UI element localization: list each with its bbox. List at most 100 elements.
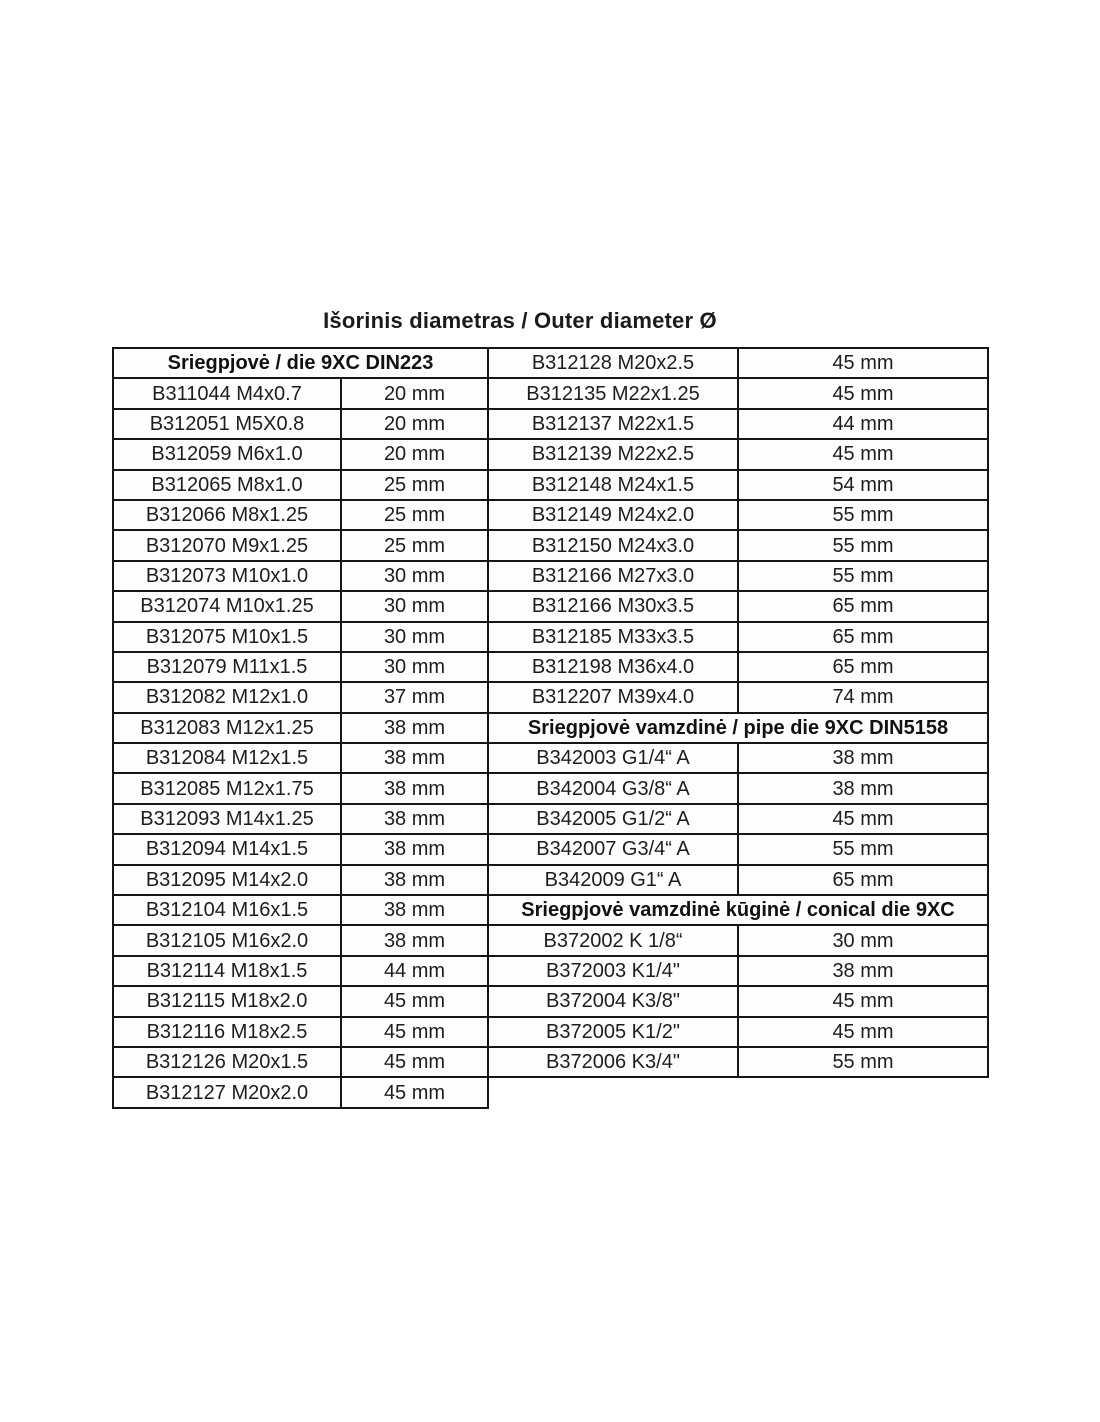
outer-diameter-cell: 38 mm (737, 742, 989, 775)
product-code-cell: B312082 M12x1.0 (112, 681, 342, 714)
table-row: B312115 M18x2.0 45 mm (112, 985, 489, 1018)
outer-diameter-cell: 38 mm (340, 742, 489, 775)
product-code-cell: B312051 M5X0.8 (112, 407, 342, 441)
table-row: B312079 M11x1.5 30 mm (112, 650, 489, 684)
table-row: B312059 M6x1.0 20 mm (112, 438, 489, 471)
table-row: B312166 M27x3.0 55 mm (487, 559, 989, 593)
product-code-cell: B312198 M36x4.0 (487, 650, 739, 684)
outer-diameter-cell: 37 mm (340, 681, 489, 714)
die-table-left-body: Sriegpjovė / die 9XC DIN223 B311044 M4x0.… (112, 346, 489, 1109)
outer-diameter-cell: 45 mm (340, 1015, 489, 1048)
table-row: B342004 G3/8“ A 38 mm (487, 772, 989, 805)
table-row: B312105 M16x2.0 38 mm (112, 924, 489, 957)
outer-diameter-cell: 65 mm (737, 650, 989, 684)
product-code-cell: B312093 M14x1.25 (112, 802, 342, 836)
outer-diameter-cell: 44 mm (340, 954, 489, 988)
table-row: B312073 M10x1.0 30 mm (112, 559, 489, 593)
outer-diameter-cell: 20 mm (340, 438, 489, 471)
outer-diameter-cell: 55 mm (737, 833, 989, 866)
product-code-cell: B312095 M14x2.0 (112, 863, 342, 897)
outer-diameter-cell: 30 mm (340, 620, 489, 653)
product-code-cell: B372006 K3/4" (487, 1045, 739, 1079)
product-code-cell: B312104 M16x1.5 (112, 894, 342, 927)
product-code-cell: B312079 M11x1.5 (112, 650, 342, 684)
table-row: B372005 K1/2" 45 mm (487, 1015, 989, 1048)
section-header-row: Sriegpjovė vamzdinė / pipe die 9XC DIN51… (487, 711, 989, 745)
table-row: B312207 M39x4.0 74 mm (487, 681, 989, 714)
product-code-cell: B312066 M8x1.25 (112, 498, 342, 532)
product-code-cell: B312084 M12x1.5 (112, 742, 342, 775)
outer-diameter-cell: 38 mm (737, 954, 989, 988)
table-row: B342003 G1/4“ A 38 mm (487, 742, 989, 775)
table-row: B312127 M20x2.0 45 mm (112, 1076, 489, 1109)
outer-diameter-cell: 74 mm (737, 681, 989, 714)
outer-diameter-cell: 38 mm (340, 833, 489, 866)
table-row: B372004 K3/8" 45 mm (487, 985, 989, 1018)
table-row: B312104 M16x1.5 38 mm (112, 894, 489, 927)
outer-diameter-cell: 55 mm (737, 498, 989, 532)
die-table-right: B312128 M20x2.5 45 mm B312135 M22x1.25 45 m… (487, 346, 989, 1079)
table-row: B312185 M33x3.5 65 mm (487, 620, 989, 653)
table-row: B312075 M10x1.5 30 mm (112, 620, 489, 653)
outer-diameter-cell: 25 mm (340, 498, 489, 532)
product-code-cell: B312127 M20x2.0 (112, 1076, 342, 1109)
outer-diameter-cell: 30 mm (340, 590, 489, 623)
product-code-cell: B342003 G1/4“ A (487, 742, 739, 775)
product-code-cell: B372005 K1/2" (487, 1015, 739, 1048)
outer-diameter-cell: 45 mm (737, 438, 989, 471)
product-code-cell: B342009 G1“ A (487, 863, 739, 897)
outer-diameter-cell: 54 mm (737, 468, 989, 501)
die-table-right-body: B312128 M20x2.5 45 mm B312135 M22x1.25 45 m… (487, 346, 989, 1079)
table-row: B312137 M22x1.5 44 mm (487, 407, 989, 441)
table-row: B342009 G1“ A 65 mm (487, 863, 989, 897)
table-row: B372003 K1/4" 38 mm (487, 954, 989, 988)
table-row: B312066 M8x1.25 25 mm (112, 498, 489, 532)
table-row: B342005 G1/2“ A 45 mm (487, 802, 989, 836)
section-header-row: Sriegpjovė vamzdinė kūginė / conical die… (487, 894, 989, 927)
table-row: B312093 M14x1.25 38 mm (112, 802, 489, 836)
outer-diameter-cell: 20 mm (340, 377, 489, 410)
product-code-cell: B312166 M27x3.0 (487, 559, 739, 593)
product-code-cell: B372002 K 1/8“ (487, 924, 739, 957)
product-code-cell: B312137 M22x1.5 (487, 407, 739, 441)
table-row: B372002 K 1/8“ 30 mm (487, 924, 989, 957)
table-row: B312139 M22x2.5 45 mm (487, 438, 989, 471)
product-code-cell: B312083 M12x1.25 (112, 711, 342, 745)
outer-diameter-cell: 45 mm (737, 985, 989, 1018)
product-code-cell: B311044 M4x0.7 (112, 377, 342, 410)
outer-diameter-cell: 44 mm (737, 407, 989, 441)
table-row: B312094 M14x1.5 38 mm (112, 833, 489, 866)
product-code-cell: B312073 M10x1.0 (112, 559, 342, 593)
outer-diameter-cell: 45 mm (737, 1015, 989, 1048)
table-row: B312074 M10x1.25 30 mm (112, 590, 489, 623)
outer-diameter-cell: 45 mm (737, 346, 989, 380)
outer-diameter-cell: 45 mm (340, 985, 489, 1018)
table-row: B312095 M14x2.0 38 mm (112, 863, 489, 897)
page-title: Išorinis diametras / Outer diameter Ø (323, 308, 717, 333)
product-code-cell: B312150 M24x3.0 (487, 529, 739, 562)
product-code-cell: B312075 M10x1.5 (112, 620, 342, 653)
table-row: B312084 M12x1.5 38 mm (112, 742, 489, 775)
table-row: B342007 G3/4“ A 55 mm (487, 833, 989, 866)
outer-diameter-cell: 30 mm (737, 924, 989, 957)
table-row: B312082 M12x1.0 37 mm (112, 681, 489, 714)
outer-diameter-cell: 38 mm (340, 802, 489, 836)
table-row: B312135 M22x1.25 45 mm (487, 377, 989, 410)
table-row: B312166 M30x3.5 65 mm (487, 590, 989, 623)
section-header-label: Sriegpjovė vamzdinė kūginė / conical die… (487, 894, 989, 927)
table-row: B312149 M24x2.0 55 mm (487, 498, 989, 532)
product-code-cell: B312094 M14x1.5 (112, 833, 342, 866)
product-code-cell: B312166 M30x3.5 (487, 590, 739, 623)
product-code-cell: B312148 M24x1.5 (487, 468, 739, 501)
table-row: B312198 M36x4.0 65 mm (487, 650, 989, 684)
table-row: B372006 K3/4" 55 mm (487, 1045, 989, 1079)
product-code-cell: B312114 M18x1.5 (112, 954, 342, 988)
outer-diameter-cell: 38 mm (340, 924, 489, 957)
product-code-cell: B312126 M20x1.5 (112, 1045, 342, 1079)
product-code-cell: B312139 M22x2.5 (487, 438, 739, 471)
product-code-cell: B342005 G1/2“ A (487, 802, 739, 836)
product-code-cell: B312115 M18x2.0 (112, 985, 342, 1018)
outer-diameter-cell: 38 mm (340, 772, 489, 805)
outer-diameter-cell: 55 mm (737, 529, 989, 562)
